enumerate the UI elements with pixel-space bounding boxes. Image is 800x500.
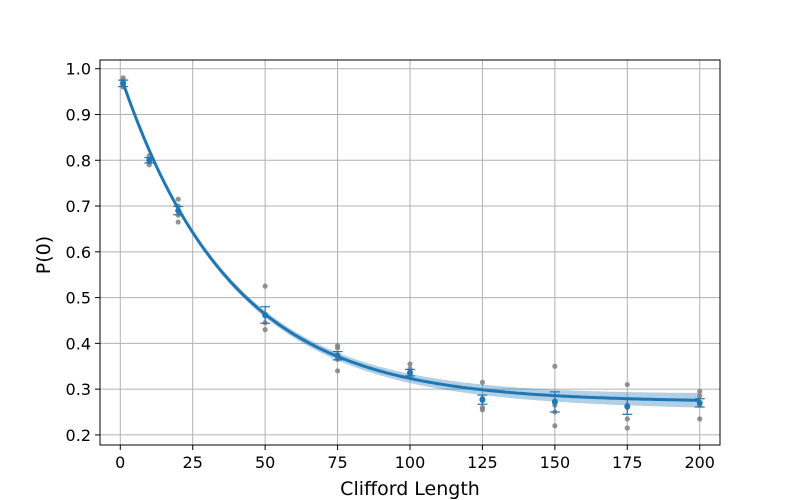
y-tick-label: 0.2 bbox=[66, 426, 91, 445]
x-tick-label: 200 bbox=[684, 453, 715, 472]
fit-curve bbox=[121, 82, 700, 402]
x-tick-label: 125 bbox=[467, 453, 498, 472]
y-tick-label: 0.5 bbox=[66, 289, 91, 308]
x-tick-label: 50 bbox=[255, 453, 275, 472]
sample-point bbox=[262, 283, 268, 289]
mean-point bbox=[696, 399, 703, 406]
mean-point bbox=[479, 396, 486, 403]
sample-point bbox=[624, 381, 630, 388]
mean-points bbox=[118, 79, 705, 415]
sample-point bbox=[697, 393, 703, 399]
y-tick-label: 1.0 bbox=[66, 60, 91, 79]
sample-point bbox=[552, 363, 558, 369]
mean-point bbox=[120, 80, 127, 87]
sample-point bbox=[697, 416, 703, 422]
y-tick-label: 0.6 bbox=[66, 243, 91, 262]
sample-point bbox=[552, 423, 558, 429]
mean-point bbox=[551, 398, 558, 405]
x-tick-label: 0 bbox=[115, 453, 125, 472]
mean-point bbox=[334, 352, 341, 359]
y-tick-label: 0.9 bbox=[66, 105, 91, 124]
x-tick-label: 25 bbox=[183, 453, 203, 472]
mean-point bbox=[146, 157, 153, 164]
fit-line bbox=[121, 82, 700, 402]
sample-point bbox=[479, 379, 486, 385]
sample-point bbox=[479, 407, 486, 413]
x-tick-label: 75 bbox=[327, 453, 347, 472]
y-tick-label: 0.7 bbox=[66, 197, 91, 216]
sample-point bbox=[624, 416, 630, 422]
x-tick-label: 175 bbox=[612, 453, 643, 472]
y-tick-label: 0.4 bbox=[66, 334, 91, 353]
sample-point bbox=[262, 327, 268, 333]
sample-point bbox=[334, 368, 341, 374]
sample-point bbox=[697, 388, 703, 395]
x-axis-label: Clifford Length bbox=[340, 478, 480, 500]
sample-point bbox=[334, 345, 341, 351]
x-axis-ticks: 0 25 50 75 100 125 150 175 200 bbox=[115, 445, 715, 472]
mean-point bbox=[262, 311, 269, 318]
mean-point bbox=[407, 369, 413, 376]
sample-point bbox=[175, 196, 181, 202]
sample-point bbox=[407, 361, 413, 367]
sample-point bbox=[624, 425, 630, 431]
x-tick-label: 150 bbox=[540, 453, 571, 472]
y-tick-label: 0.3 bbox=[66, 380, 91, 399]
grid-lines bbox=[100, 60, 720, 445]
mean-point bbox=[175, 207, 182, 214]
x-tick-label: 100 bbox=[395, 453, 426, 472]
y-axis-label: P(0) bbox=[33, 236, 55, 274]
mean-point bbox=[624, 403, 631, 410]
sample-point bbox=[175, 219, 181, 225]
y-axis-ticks: 0.2 0.3 0.4 0.5 0.6 0.7 0.8 0.9 1.0 bbox=[66, 60, 100, 445]
y-tick-label: 0.8 bbox=[66, 151, 91, 170]
